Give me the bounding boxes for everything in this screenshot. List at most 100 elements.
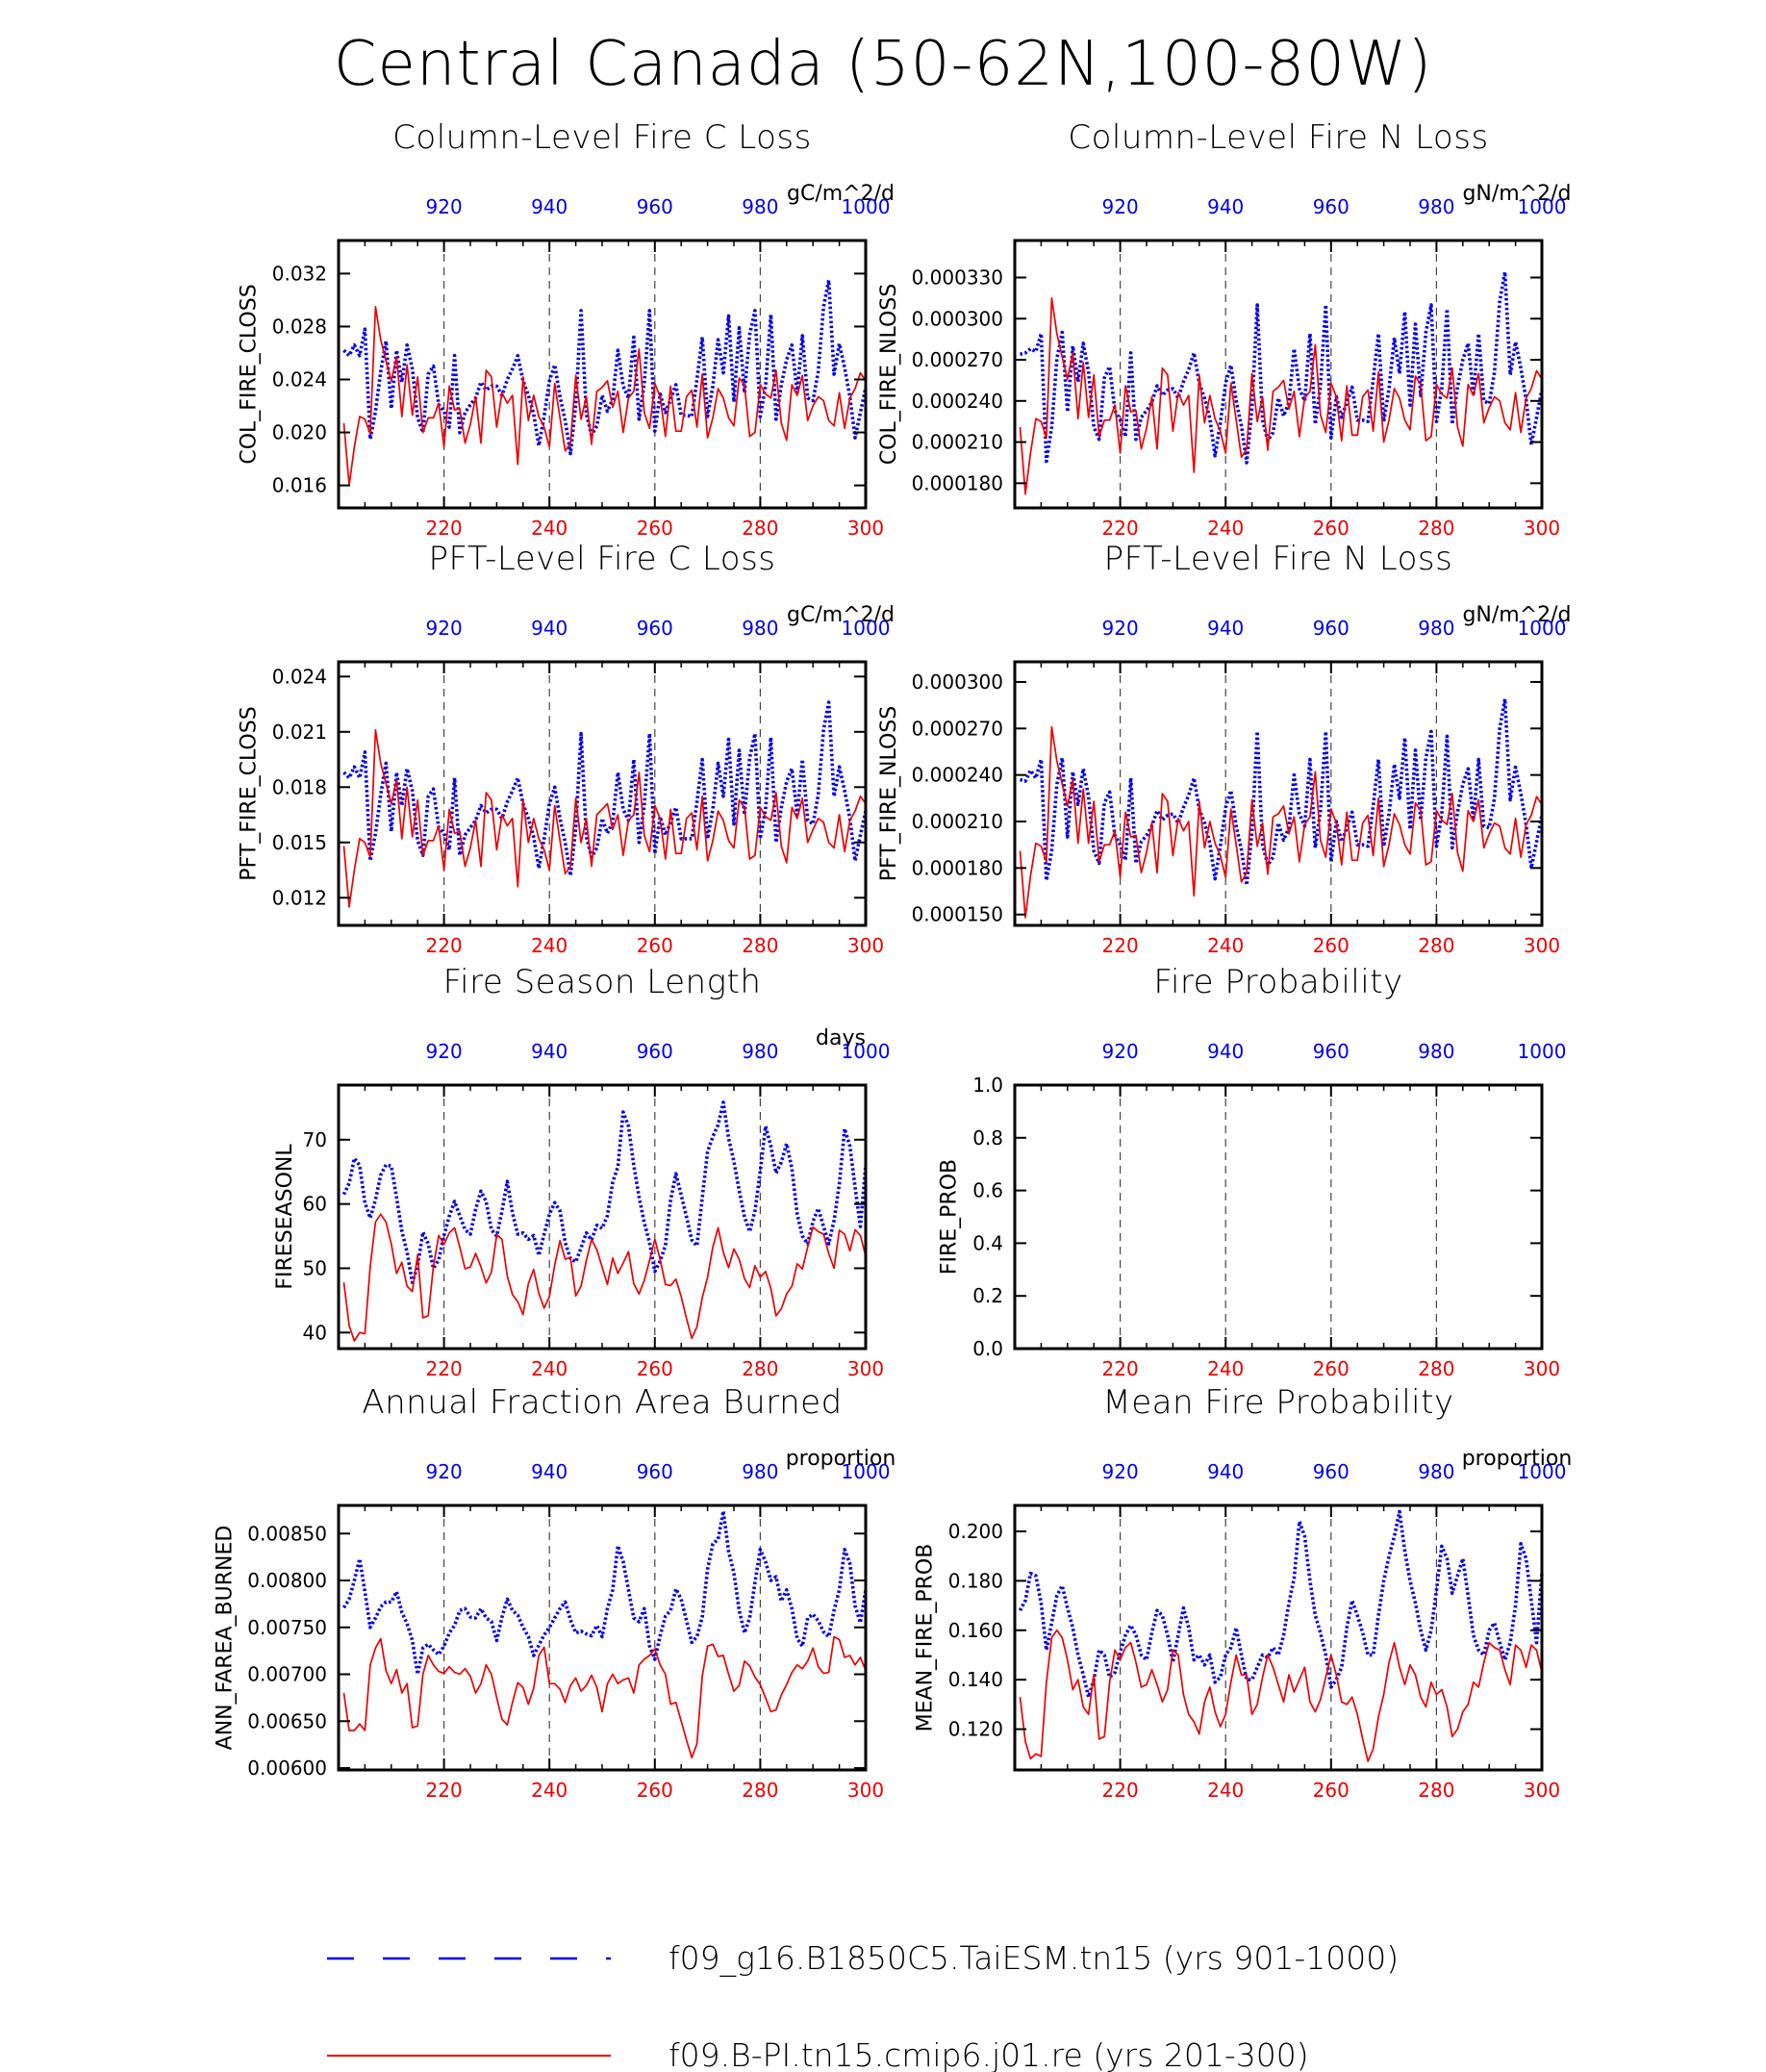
x-tick-label-top: 920 bbox=[426, 1040, 463, 1063]
units-label: proportion bbox=[1462, 1447, 1573, 1471]
x-tick-label-top: 980 bbox=[742, 195, 778, 218]
x-tick-label-top: 940 bbox=[531, 617, 568, 640]
x-tick-label-bottom: 240 bbox=[531, 1779, 568, 1802]
plot-frame bbox=[1013, 1083, 1544, 1351]
panel-title: Fire Season Length bbox=[443, 963, 762, 1001]
y-tick-label: 0.120 bbox=[948, 1718, 1003, 1741]
y-tick-label: 0.024 bbox=[272, 665, 327, 688]
panel-title: Fire Probability bbox=[1153, 963, 1402, 1001]
x-tick-label-bottom: 300 bbox=[1524, 934, 1560, 957]
x-tick-label-bottom: 260 bbox=[1313, 1357, 1350, 1380]
y-tick-label: 0.200 bbox=[948, 1520, 1003, 1543]
x-tick-label-bottom: 300 bbox=[1524, 1357, 1560, 1380]
x-tick-label-bottom: 280 bbox=[742, 934, 778, 957]
x-tick-label-top: 980 bbox=[1418, 617, 1454, 640]
x-tick-label-top: 940 bbox=[1207, 1040, 1244, 1063]
x-tick-label-top: 960 bbox=[1313, 617, 1350, 640]
x-tick-label-top: 960 bbox=[637, 1040, 673, 1063]
panel-title: PFT-Level Fire C Loss bbox=[428, 540, 775, 578]
x-tick-label-bottom: 260 bbox=[637, 517, 673, 540]
series-line-case1 bbox=[1018, 1509, 1544, 1699]
y-axis-label: COL_FIRE_CLOSS bbox=[238, 284, 262, 464]
panel-title: Annual Fraction Area Burned bbox=[362, 1383, 842, 1422]
y-tick-label: 0.000240 bbox=[912, 390, 1003, 413]
x-tick-label-bottom: 240 bbox=[1207, 1357, 1244, 1380]
y-tick-label: 0.6 bbox=[972, 1179, 1003, 1202]
units-label: gC/m^2/d bbox=[787, 182, 895, 206]
y-tick-label: 0.020 bbox=[272, 421, 327, 444]
plot-frame bbox=[1013, 660, 1544, 927]
x-tick-label-top: 960 bbox=[637, 195, 673, 218]
x-tick-label-bottom: 220 bbox=[426, 934, 463, 957]
x-tick-label-bottom: 300 bbox=[847, 1779, 884, 1802]
x-tick-label-top: 960 bbox=[1313, 1460, 1350, 1483]
x-tick-label-bottom: 300 bbox=[847, 517, 884, 540]
units-label: days bbox=[816, 1026, 866, 1050]
panel-column-level-fire-c-loss: Column-Level Fire C Loss gC/m^2/d 220 920 24… bbox=[238, 118, 895, 540]
y-tick-label: 0.015 bbox=[272, 831, 327, 854]
y-tick-label: 0.000180 bbox=[912, 471, 1003, 494]
x-tick-label-bottom: 300 bbox=[1524, 1779, 1560, 1802]
y-tick-label: 50 bbox=[303, 1256, 327, 1279]
x-tick-label-top: 980 bbox=[742, 1460, 778, 1483]
x-tick-label-bottom: 260 bbox=[1313, 934, 1350, 957]
plot-frame bbox=[337, 660, 868, 927]
plot-frame bbox=[337, 1083, 868, 1351]
panel-fire-probability: Fire Probability 220 920 240 940 260 960 280 980… bbox=[938, 963, 1567, 1380]
units-label: gN/m^2/d bbox=[1462, 182, 1571, 206]
series-line-case2 bbox=[1019, 725, 1543, 919]
x-tick-label-top: 920 bbox=[426, 1460, 463, 1483]
y-tick-label: 0.000150 bbox=[912, 903, 1003, 926]
y-tick-label: 0.2 bbox=[972, 1284, 1003, 1307]
panel-column-level-fire-n-loss: Column-Level Fire N Loss gN/m^2/d 220 920 24… bbox=[877, 118, 1572, 540]
x-tick-label-bottom: 280 bbox=[1418, 1779, 1454, 1802]
y-axis-label: FIRE_PROB bbox=[938, 1159, 962, 1275]
y-axis-label: PFT_FIRE_CLOSS bbox=[238, 706, 262, 880]
panel-pft-level-fire-c-loss: PFT-Level Fire C Loss gC/m^2/d 220 920 240 94… bbox=[238, 540, 895, 957]
y-axis-label: COL_FIRE_NLOSS bbox=[877, 284, 901, 465]
x-tick-label-bottom: 280 bbox=[1418, 517, 1454, 540]
x-tick-label-bottom: 240 bbox=[531, 1357, 568, 1380]
x-tick-label-bottom: 260 bbox=[637, 1357, 673, 1380]
legend: f09_g16.B1850C5.TaiESM.tn15 (yrs 901-100… bbox=[327, 1939, 1399, 2072]
y-tick-label: 0.032 bbox=[272, 262, 327, 285]
y-tick-label: 0.028 bbox=[272, 315, 327, 338]
panel-title: Mean Fire Probability bbox=[1102, 1383, 1453, 1422]
y-axis-label: PFT_FIRE_NLOSS bbox=[877, 706, 901, 881]
y-tick-label: 0.8 bbox=[972, 1126, 1003, 1150]
plot-frame bbox=[337, 239, 868, 510]
y-tick-label: 0.000210 bbox=[912, 431, 1003, 454]
x-tick-label-bottom: 260 bbox=[1313, 517, 1350, 540]
x-tick-label-top: 980 bbox=[1418, 195, 1454, 218]
x-tick-label-top: 1000 bbox=[842, 195, 891, 218]
legend-label-case1: f09_g16.B1850C5.TaiESM.tn15 (yrs 901-100… bbox=[669, 1939, 1399, 1978]
x-tick-label-top: 960 bbox=[637, 1460, 673, 1483]
series-line-case1 bbox=[342, 278, 868, 456]
x-tick-label-top: 1000 bbox=[1518, 1460, 1567, 1483]
x-tick-label-bottom: 280 bbox=[742, 1779, 778, 1802]
x-tick-label-top: 920 bbox=[1102, 617, 1139, 640]
y-tick-label: 0.000210 bbox=[912, 810, 1003, 833]
y-tick-label: 0.000270 bbox=[912, 717, 1003, 740]
units-label: proportion bbox=[786, 1447, 896, 1471]
x-tick-label-top: 920 bbox=[426, 195, 463, 218]
y-tick-label: 70 bbox=[303, 1128, 327, 1151]
x-tick-label-bottom: 220 bbox=[1102, 1779, 1139, 1802]
x-tick-label-bottom: 260 bbox=[1313, 1779, 1350, 1802]
x-tick-label-bottom: 240 bbox=[1207, 517, 1244, 540]
y-tick-label: 0.4 bbox=[972, 1231, 1003, 1254]
y-tick-label: 0.000300 bbox=[912, 670, 1003, 694]
y-tick-label: 40 bbox=[303, 1321, 327, 1344]
x-tick-label-top: 940 bbox=[531, 195, 568, 218]
x-tick-label-top: 1000 bbox=[1518, 1040, 1567, 1063]
y-tick-label: 0.00600 bbox=[247, 1756, 327, 1780]
x-tick-label-top: 940 bbox=[1207, 195, 1244, 218]
x-tick-label-bottom: 280 bbox=[742, 1357, 778, 1380]
panel-title: Column-Level Fire C Loss bbox=[392, 118, 812, 157]
y-tick-label: 0.00850 bbox=[247, 1522, 327, 1545]
x-tick-label-top: 920 bbox=[1102, 195, 1139, 218]
x-tick-label-bottom: 220 bbox=[1102, 1357, 1139, 1380]
x-tick-label-top: 980 bbox=[1418, 1040, 1454, 1063]
x-tick-label-bottom: 220 bbox=[426, 517, 463, 540]
